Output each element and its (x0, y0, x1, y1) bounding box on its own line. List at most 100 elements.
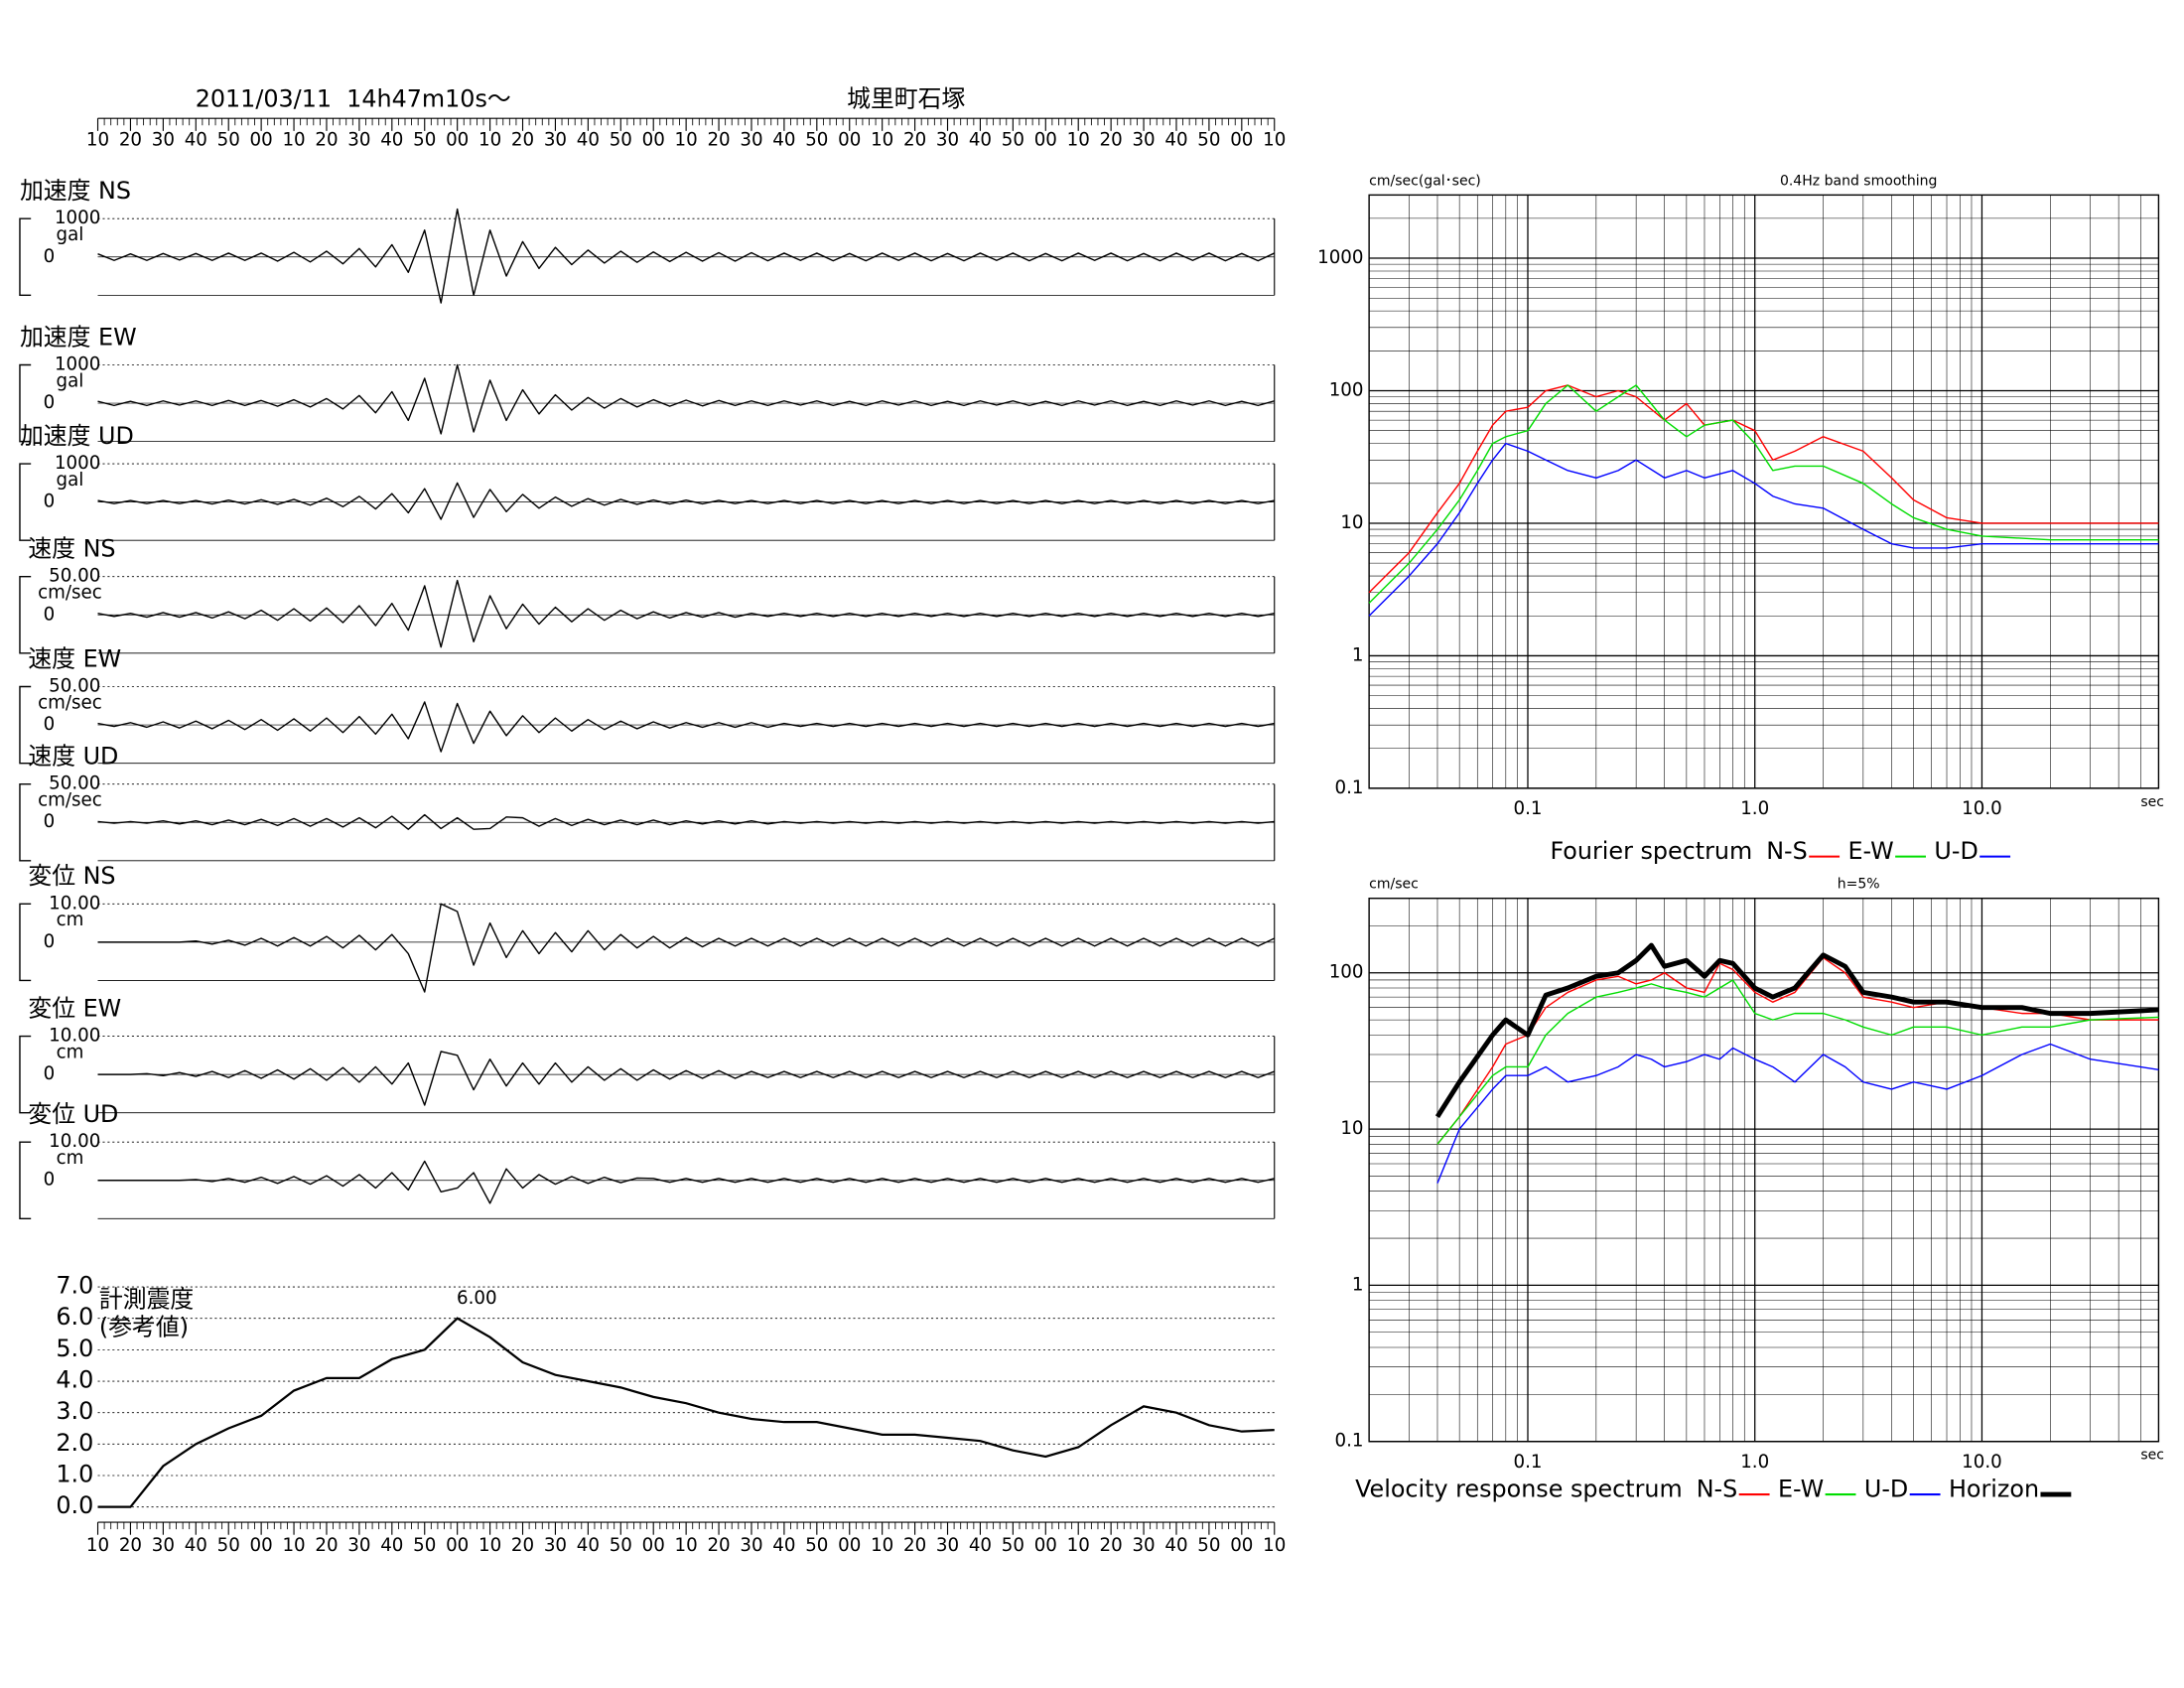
x-tick-label: 0.1 (1514, 798, 1543, 819)
panel-label: 加速度 NS (20, 177, 131, 205)
y-tick-label: 1.0 (56, 1460, 93, 1487)
y-tick-label: 5.0 (56, 1335, 93, 1362)
time-tick-label: 50 (217, 130, 240, 151)
time-tick-label: 50 (413, 130, 436, 151)
y-tick-label: 3.0 (56, 1397, 93, 1425)
legend-label: N-S (1697, 1475, 1738, 1502)
time-tick-label: 10 (675, 1535, 698, 1556)
time-tick-label: 30 (1132, 130, 1155, 151)
time-tick-label: 20 (1100, 1535, 1123, 1556)
time-tick-label: 50 (1197, 130, 1220, 151)
waveform-line (97, 903, 1276, 993)
unit-label: cm (57, 1148, 84, 1169)
panel-bracket (19, 782, 32, 862)
unit-label: gal (57, 224, 84, 245)
panel-label: 変位 NS (28, 862, 115, 890)
unit-label: cm (57, 910, 84, 930)
time-tick-label: 40 (772, 130, 795, 151)
time-tick-label: 40 (380, 130, 403, 151)
panel-bracket (19, 1141, 32, 1220)
x-tick-label: 10.0 (1962, 1452, 2002, 1473)
y-tick-label: 10.00 (49, 1026, 100, 1047)
time-tick-label: 00 (250, 1535, 273, 1556)
panel-bracket (19, 463, 32, 541)
station-name: 城里町石塚 (847, 84, 965, 112)
y-tick-label: 1 (1352, 644, 1364, 665)
waveform-line (97, 1051, 1275, 1106)
time-tick-label: 50 (805, 1535, 828, 1556)
time-tick-label: 10 (86, 130, 109, 151)
y-tick-label: 0 (44, 392, 56, 413)
time-tick-label: 00 (1034, 1535, 1057, 1556)
y-tick-label: 50.00 (49, 676, 100, 697)
time-tick-label: 40 (969, 1535, 992, 1556)
y-tick-label: 0 (44, 492, 56, 512)
time-tick-label: 20 (511, 1535, 534, 1556)
panel-bracket (19, 903, 32, 982)
time-tick-label: 50 (1197, 1535, 1220, 1556)
legend-label: Horizon (1949, 1475, 2039, 1502)
time-tick-label: 20 (119, 130, 142, 151)
time-tick-label: 10 (282, 130, 305, 151)
waveform-line (97, 208, 1276, 304)
panel-bracket (19, 217, 32, 297)
time-tick-label: 40 (380, 1535, 403, 1556)
time-tick-label: 30 (740, 1535, 762, 1556)
y-tick-label: 0 (44, 811, 56, 832)
spectrum-line (1368, 384, 2159, 594)
time-tick-label: 10 (478, 1535, 501, 1556)
x-tick-label: 10.0 (1962, 798, 2002, 819)
legend-label: E-W (1847, 837, 1893, 865)
time-tick-label: 50 (217, 1535, 240, 1556)
peak-label: 6.00 (457, 1288, 497, 1309)
time-tick-label: 50 (413, 1535, 436, 1556)
time-tick-label: 30 (152, 1535, 175, 1556)
time-tick-label: 30 (1132, 1535, 1155, 1556)
unit-label: cm/sec (38, 583, 102, 604)
legend-label: E-W (1778, 1475, 1824, 1502)
panel-label: 速度 UD (28, 743, 118, 771)
time-tick-label: 30 (544, 1535, 567, 1556)
time-tick-label: 50 (610, 130, 632, 151)
panel-bracket (19, 685, 32, 765)
y-tick-label: 0 (44, 931, 56, 952)
time-tick-label: 00 (838, 1535, 861, 1556)
time-tick-label: 40 (577, 130, 600, 151)
time-tick-label: 40 (1164, 130, 1187, 151)
time-tick-label: 30 (347, 1535, 370, 1556)
time-tick-label: 00 (642, 130, 665, 151)
y-tick-label: 0 (44, 1170, 56, 1191)
y-tick-label: 2.0 (56, 1429, 93, 1457)
y-tick-label: 1000 (55, 208, 100, 228)
legend-label: U-D (1864, 1475, 1908, 1502)
time-tick-label: 20 (707, 1535, 730, 1556)
time-tick-label: 30 (936, 130, 959, 151)
y-tick-label: 6.0 (56, 1303, 93, 1331)
time-tick-label: 10 (86, 1535, 109, 1556)
time-tick-label: 50 (805, 130, 828, 151)
panel-label: 加速度 UD (20, 422, 134, 450)
y-tick-label: 4.0 (56, 1366, 93, 1394)
time-tick-label: 30 (936, 1535, 959, 1556)
y-tick-label: 10 (1340, 1118, 1363, 1139)
y-tick-label: 100 (1329, 380, 1364, 401)
legend-label: U-D (1934, 837, 1978, 865)
spectrum-line (1436, 979, 2159, 1145)
time-tick-label: 40 (577, 1535, 600, 1556)
waveform-line (97, 701, 1275, 753)
time-tick-label: 00 (446, 130, 469, 151)
time-tick-label: 40 (185, 1535, 207, 1556)
chart-subtitle: h=5% (1838, 877, 1880, 893)
panel-bracket (19, 575, 32, 654)
y-tick-label: 0 (44, 1063, 56, 1084)
panel-bracket (19, 363, 32, 443)
panel-label: 速度 EW (28, 644, 121, 672)
legend-title: Fourier spectrum (1550, 837, 1752, 865)
time-tick-label: 10 (282, 1535, 305, 1556)
time-tick-label: 20 (903, 1535, 926, 1556)
time-tick-label: 30 (152, 130, 175, 151)
panel-label: 変位 EW (28, 994, 121, 1022)
